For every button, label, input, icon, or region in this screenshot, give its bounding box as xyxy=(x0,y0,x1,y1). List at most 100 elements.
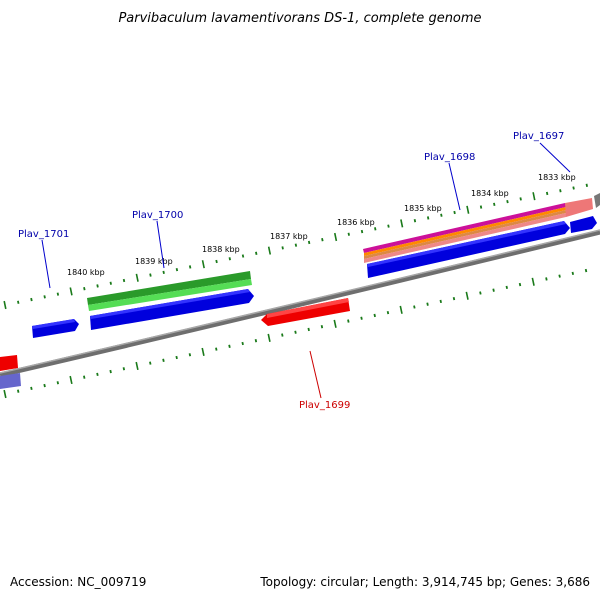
gene-label-plav-1701[interactable]: Plav_1701 xyxy=(18,229,69,240)
outer-track-minor-tick xyxy=(387,224,390,228)
outer-track-minor-tick xyxy=(360,229,364,234)
outer-track-minor-tick xyxy=(122,278,126,283)
outer-track-minor-tick xyxy=(43,295,46,299)
outer-tick-track xyxy=(3,183,588,310)
ruler-labels: 1840 kbp 1839 kbp 1838 kbp 1837 kbp 1836… xyxy=(67,173,576,277)
outer-track-minor-tick xyxy=(545,191,549,196)
inner-track-minor-tick xyxy=(505,285,508,290)
inner-track-minor-tick xyxy=(109,369,112,374)
inner-track-major-tick xyxy=(531,277,535,286)
inner-tick-track xyxy=(3,268,588,399)
inner-track-minor-tick xyxy=(360,316,363,320)
gene-label-plav-1700[interactable]: Plav_1700 xyxy=(132,210,183,221)
inner-track-minor-tick xyxy=(96,372,99,377)
gene-label-plav-1698[interactable]: Plav_1698 xyxy=(424,152,475,163)
outer-track-minor-tick xyxy=(572,186,575,190)
gene-labels: Plav_1701 Plav_1700 Plav_1699 Plav_1698 … xyxy=(18,131,564,411)
outer-track-major-tick xyxy=(3,300,7,310)
outer-track-major-tick xyxy=(135,273,139,282)
outer-track-minor-tick xyxy=(440,213,443,217)
outer-track-minor-tick xyxy=(506,199,509,204)
gene-arrow-plav-1699[interactable] xyxy=(261,298,350,326)
outer-track-minor-tick xyxy=(56,292,60,296)
outer-track-minor-tick xyxy=(294,243,298,247)
genome-backbone-highlight xyxy=(0,229,600,374)
inner-track-major-tick xyxy=(135,361,139,371)
outer-track-minor-tick xyxy=(175,267,179,272)
inner-track-minor-tick xyxy=(254,339,258,343)
outer-track-minor-tick xyxy=(83,287,86,291)
outer-track-minor-tick xyxy=(453,210,456,215)
gene-arrow-plav-1697[interactable] xyxy=(570,216,597,233)
gene-arrow-plav-1700[interactable] xyxy=(90,289,254,330)
genome-backbone xyxy=(0,229,600,378)
inner-track-minor-tick xyxy=(122,367,126,371)
inner-track-minor-tick xyxy=(149,361,152,365)
outer-track-major-tick xyxy=(201,260,205,269)
outer-track-minor-tick xyxy=(241,254,245,258)
colored-feature-bands[interactable] xyxy=(363,198,593,263)
inner-track-minor-tick xyxy=(228,344,231,348)
outer-track-minor-tick xyxy=(149,273,152,277)
outer-track-major-tick xyxy=(333,232,338,242)
outer-track-minor-tick xyxy=(109,281,112,285)
ruler-label-1836: 1836 kbp xyxy=(337,218,375,227)
inner-track-minor-tick xyxy=(188,353,192,357)
outer-track-minor-tick xyxy=(255,251,258,255)
inner-track-minor-tick xyxy=(175,355,178,360)
ruler-label-1839: 1839 kbp xyxy=(135,257,173,266)
inner-track-minor-tick xyxy=(518,282,522,287)
accession-text: Accession: NC_009719 xyxy=(10,575,146,589)
outer-track-major-tick xyxy=(466,205,470,214)
inner-track-minor-tick xyxy=(320,325,324,329)
gene-arrow-plav-1701[interactable] xyxy=(32,319,79,338)
outer-track-major-tick xyxy=(532,192,536,201)
gene-arrow-plav-1698[interactable] xyxy=(367,221,570,278)
outer-track-minor-tick xyxy=(228,257,231,261)
inner-track-major-tick xyxy=(69,375,73,385)
inner-track-minor-tick xyxy=(30,386,33,391)
outer-track-major-tick xyxy=(400,219,404,228)
inner-track-minor-tick xyxy=(43,383,46,388)
backbone-end-cap xyxy=(594,193,600,208)
green-feature[interactable] xyxy=(87,271,252,311)
inner-track-minor-tick xyxy=(215,347,218,351)
outer-track-minor-tick xyxy=(347,232,350,236)
inner-track-minor-tick xyxy=(584,268,588,273)
ruler-label-1833: 1833 kbp xyxy=(538,173,576,182)
inner-track-major-tick xyxy=(399,305,403,314)
ruler-label-1838: 1838 kbp xyxy=(202,245,240,254)
inner-track-minor-tick xyxy=(241,341,244,346)
ruler-label-1835: 1835 kbp xyxy=(404,204,442,213)
genome-summary-text: Topology: circular; Length: 3,914,745 bp… xyxy=(259,575,590,589)
outer-track-minor-tick xyxy=(426,216,430,220)
inner-track-minor-tick xyxy=(56,381,60,385)
inner-track-minor-tick xyxy=(294,330,297,334)
gene-label-plav-1699[interactable]: Plav_1699 xyxy=(299,400,350,411)
inner-track-minor-tick xyxy=(558,274,561,278)
outer-track-minor-tick xyxy=(493,202,496,206)
outer-track-minor-tick xyxy=(307,240,311,245)
outer-track-minor-tick xyxy=(188,265,192,269)
outer-track-minor-tick xyxy=(519,197,522,201)
outer-track-minor-tick xyxy=(96,284,99,288)
inner-track-minor-tick xyxy=(545,277,548,281)
inner-track-minor-tick xyxy=(307,327,310,332)
ruler-label-1834: 1834 kbp xyxy=(471,189,509,198)
inner-track-minor-tick xyxy=(439,299,442,304)
inner-track-minor-tick xyxy=(479,291,482,295)
inner-track-minor-tick xyxy=(281,333,284,337)
outer-track-minor-tick xyxy=(413,219,417,223)
outer-track-minor-tick xyxy=(17,300,20,304)
outer-track-minor-tick xyxy=(281,246,284,250)
inner-track-major-tick xyxy=(201,347,205,356)
inner-track-major-tick xyxy=(267,333,271,342)
inner-track-minor-tick xyxy=(83,375,86,379)
inner-track-minor-tick xyxy=(373,313,376,318)
outer-track-minor-tick xyxy=(162,270,165,275)
gene-label-plav-1697[interactable]: Plav_1697 xyxy=(513,131,564,142)
left-edge-red-feature xyxy=(0,355,18,371)
outer-track-minor-tick xyxy=(215,259,218,264)
inner-track-minor-tick xyxy=(413,305,416,309)
inner-track-minor-tick xyxy=(17,389,20,393)
